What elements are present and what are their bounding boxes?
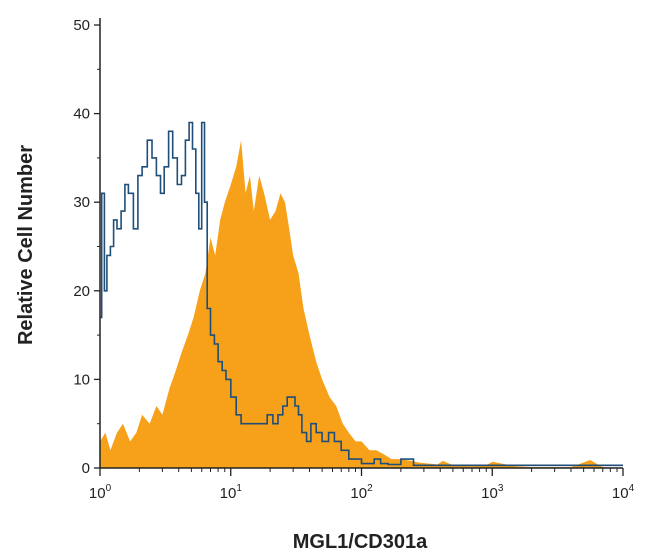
x-tick-label: 104 bbox=[612, 483, 635, 502]
y-axis-title: Relative Cell Number bbox=[15, 145, 37, 345]
ticks-layer: 0 10 20 30 40 50 100 101 102 103 104 bbox=[73, 17, 634, 502]
x-tick-label: 100 bbox=[89, 483, 112, 502]
x-tick-label: 103 bbox=[481, 483, 504, 502]
y-tick-label: 20 bbox=[73, 283, 90, 300]
x-tick-label: 101 bbox=[220, 483, 243, 502]
x-tick-label: 102 bbox=[350, 483, 373, 502]
series-layer bbox=[100, 121, 623, 468]
y-tick-label: 30 bbox=[73, 194, 90, 211]
x-axis-title: MGL1/CD301a bbox=[293, 531, 428, 553]
y-tick-label: 0 bbox=[82, 460, 90, 477]
y-tick-label: 40 bbox=[73, 106, 90, 123]
y-tick-label: 50 bbox=[73, 17, 90, 34]
y-tick-label: 10 bbox=[73, 371, 90, 388]
series-1-outline-histogram bbox=[100, 121, 623, 467]
series-0-filled-histogram bbox=[100, 140, 623, 468]
